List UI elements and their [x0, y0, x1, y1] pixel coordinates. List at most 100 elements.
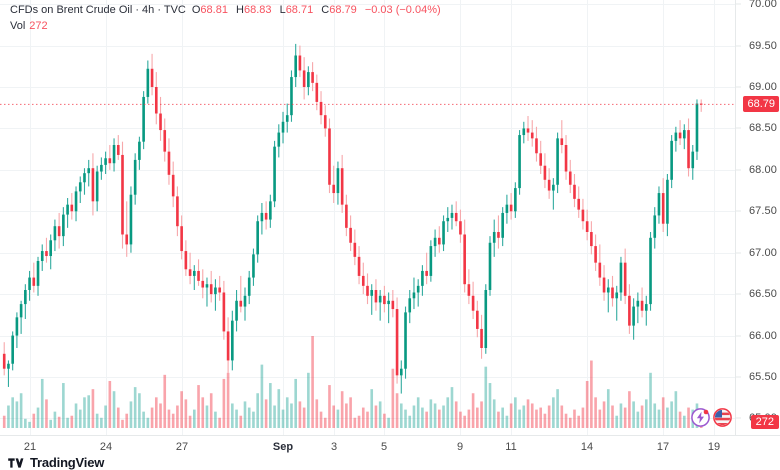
candle-body — [564, 145, 568, 172]
volume-label[interactable]: Vol — [10, 20, 26, 32]
volume-bar — [653, 403, 657, 428]
candle-body — [7, 363, 10, 369]
horizontal-gridline — [0, 46, 735, 47]
volume-bar — [568, 417, 572, 428]
candle-body — [695, 103, 699, 152]
candle-body — [463, 234, 466, 285]
candle-body — [484, 290, 488, 348]
candle-body — [290, 77, 293, 116]
open-value: 68.81 — [200, 4, 228, 16]
price-scale[interactable]: 70.00 69.50 69.00 68.50 68.00 67.50 67.00 66.50… — [735, 0, 780, 435]
candle-body — [653, 215, 657, 238]
candle-body — [421, 270, 424, 286]
volume-bar — [36, 407, 40, 428]
volume-bar — [497, 411, 500, 428]
volume-bar — [277, 389, 281, 428]
volume-bar — [412, 405, 416, 428]
volume-bar — [146, 417, 150, 428]
volume-bar — [87, 395, 91, 428]
low-label: L — [279, 4, 286, 16]
candle-body — [577, 198, 581, 210]
volume-value-badge[interactable]: 272 — [750, 415, 779, 429]
volume-bar — [454, 401, 458, 428]
candle-body — [666, 179, 669, 224]
volume-bar — [433, 403, 437, 428]
candle-body — [40, 251, 44, 261]
candle-body — [399, 368, 403, 376]
candle-body — [590, 232, 593, 247]
candle-body — [530, 132, 534, 139]
volume-bar — [581, 407, 585, 428]
candle-body — [438, 237, 441, 245]
last-price-badge[interactable]: 68.79 — [743, 96, 779, 113]
tradingview-logo-icon — [8, 457, 24, 468]
volume-bar — [674, 391, 678, 428]
volume-bar — [70, 415, 74, 428]
candle-body — [133, 159, 137, 195]
chart-plot-area[interactable] — [0, 0, 735, 435]
volume-bar — [501, 407, 504, 428]
candle-body — [345, 204, 348, 228]
volume-bar — [509, 403, 513, 428]
symbol-title[interactable]: CFDs on Brent Crude Oil · 4h · TVC — [10, 4, 186, 16]
candle-body — [391, 300, 395, 310]
price-tick-dash — [736, 376, 741, 378]
lightning-badge-icon[interactable] — [691, 408, 710, 427]
candle-body — [366, 285, 369, 296]
candle-body — [281, 121, 285, 133]
candle-wick — [214, 279, 216, 311]
candle-body — [497, 232, 500, 238]
time-scale[interactable]: 212427Sep35911141719232528 — [0, 435, 780, 458]
candle-body — [552, 184, 555, 191]
volume-bar — [678, 411, 682, 428]
candle-body — [383, 295, 386, 305]
candle-body — [142, 96, 145, 142]
candle-body — [691, 151, 695, 169]
candle-body — [661, 193, 665, 224]
tradingview-branding[interactable]: TradingView — [8, 455, 104, 470]
candle-body — [83, 173, 86, 183]
vertical-gridline — [714, 0, 715, 435]
candle-body — [78, 182, 82, 192]
vertical-gridline — [182, 0, 183, 435]
candle-body — [243, 295, 247, 307]
volume-bar — [606, 389, 610, 428]
candle-wick — [616, 285, 618, 321]
horizontal-gridline — [0, 4, 735, 5]
volume-bar — [176, 405, 179, 428]
volume-bar — [332, 405, 336, 428]
low-value: 68.71 — [285, 4, 314, 16]
candle-body — [526, 128, 530, 133]
candle-wick — [417, 279, 419, 307]
volume-bar — [239, 415, 243, 428]
candle-body — [628, 295, 631, 326]
horizontal-gridline — [0, 170, 735, 171]
volume-bar — [438, 409, 441, 428]
volume-bar — [243, 401, 247, 428]
horizontal-gridline — [0, 211, 735, 212]
candle-body — [429, 246, 433, 276]
candle-body — [611, 287, 614, 299]
volume-bar — [425, 411, 428, 428]
volume-bar — [374, 405, 378, 428]
us-flag-badge-icon[interactable] — [713, 408, 732, 427]
volume-bar — [471, 393, 475, 428]
volume-bar — [484, 366, 488, 428]
candle-wick — [379, 290, 381, 321]
volume-bar — [632, 401, 635, 428]
time-tick-label: 9 — [456, 441, 464, 453]
candle-body — [104, 158, 107, 165]
price-tick-dash — [736, 169, 741, 171]
candle-body — [138, 141, 141, 160]
price-tick-label: 68.50 — [748, 122, 777, 135]
candle-body — [640, 300, 644, 311]
candle-body — [454, 212, 458, 222]
candle-body — [644, 304, 648, 311]
volume-bar — [78, 409, 82, 428]
candle-body — [480, 328, 483, 348]
candle-body — [340, 168, 344, 205]
price-tick-dash — [736, 127, 741, 129]
candle-body — [188, 269, 192, 276]
volume-bar — [573, 409, 576, 428]
time-tick-label: 27 — [175, 441, 189, 453]
